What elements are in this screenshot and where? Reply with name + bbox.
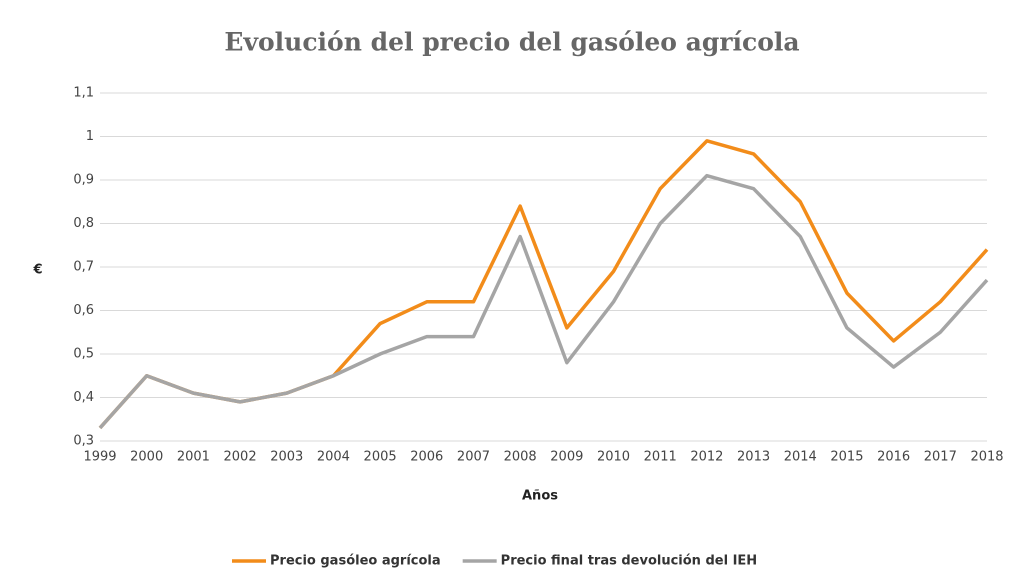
legend-label: Precio gasóleo agrícola [270,554,441,569]
series-line [98,173,989,430]
x-tick-label: 2003 [270,450,303,465]
x-tick-label: 2015 [830,450,863,465]
x-tick-label: 2018 [970,450,1003,465]
x-tick-label: 1999 [83,450,116,465]
legend-label: Precio final tras devolución del IEH [501,554,758,569]
x-tick-label: 2016 [877,450,910,465]
y-tick-label: 0,8 [73,216,94,231]
y-tick-label: 0,5 [73,347,94,362]
x-tick-label: 2002 [224,450,257,465]
x-tick-label: 2010 [597,450,630,465]
y-axis-title: € [32,263,42,278]
y-tick-label: 1 [86,129,94,144]
x-tick-label: 2013 [737,450,770,465]
y-tick-label: 0,7 [73,260,94,275]
x-tick-label: 2014 [784,450,817,465]
y-tick-label: 0,6 [73,303,94,318]
x-tick-label: 2000 [130,450,163,465]
x-tick-label: 2012 [690,450,723,465]
legend: Precio gasóleo agrícola Precio final tras… [232,554,757,569]
x-tick-label: 2009 [550,450,583,465]
y-tick-label: 0,4 [73,390,94,405]
y-tick-label: 1,1 [73,86,94,101]
series-line [98,139,989,430]
x-tick-label: 2007 [457,450,490,465]
x-tick-label: 2017 [924,450,957,465]
x-tick-label: 2005 [364,450,397,465]
x-tick-label: 2011 [644,450,677,465]
x-tick-label: 2008 [504,450,537,465]
x-axis-title: Años [522,489,558,504]
x-tick-label: 2006 [410,450,443,465]
x-tick-label: 2001 [177,450,210,465]
y-tick-label: 0,9 [73,173,94,188]
chart-title: Evolución del precio del gasóleo agrícol… [224,28,799,57]
x-tick-label: 2004 [317,450,350,465]
y-tick-label: 0,3 [73,434,94,449]
